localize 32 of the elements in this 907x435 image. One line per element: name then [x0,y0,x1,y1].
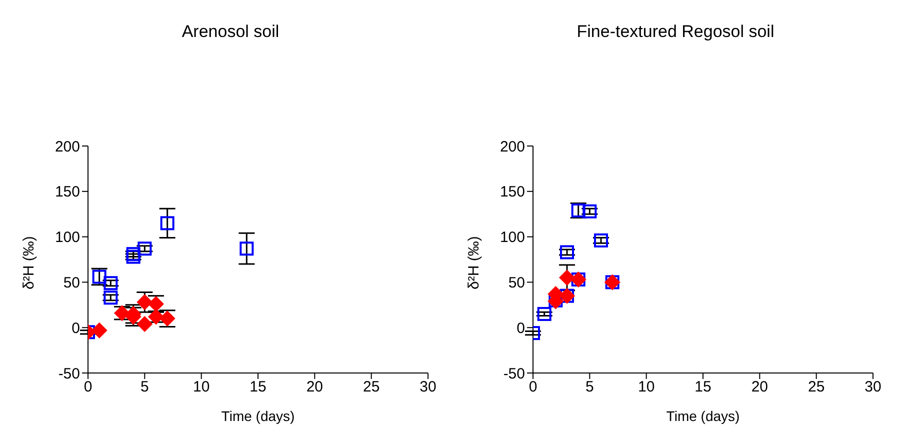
x-axis-title: Time (days) [221,408,295,424]
x-tick-label: 20 [306,378,324,396]
x-axis-title: Time (days) [666,408,740,424]
x-tick-label: 0 [84,378,92,396]
x-tick-label: 15 [250,378,266,396]
x-tick-label: 30 [420,378,436,396]
y-axis-title: δ²H (‰) [465,236,482,290]
y-axis-title: δ²H (‰) [20,236,38,290]
y-tick-label: 100 [500,229,525,246]
x-tick-label: 0 [528,378,538,396]
x-tick-label: 25 [362,378,380,396]
x-tick-label: 25 [808,378,825,396]
x-tick-label: 20 [751,378,768,396]
x-tick-label: 15 [694,378,712,396]
y-tick-label: -50 [503,365,525,382]
y-tick-label: -50 [58,365,80,382]
y-tick-label: 50 [63,274,80,292]
y-tick-label: 150 [54,184,80,201]
x-tick-label: 5 [140,378,149,396]
y-tick-label: 0 [516,320,525,337]
y-tick-label: 50 [508,274,525,292]
chart-title: Arenosol soil [180,22,280,42]
chart-title: Fine-textured Regosol soil [576,22,776,42]
y-tick-label: 200 [54,138,80,156]
y-tick-label: 0 [72,320,80,337]
x-tick-label: 5 [585,378,594,396]
x-tick-label: 30 [864,378,882,396]
y-tick-label: 150 [500,184,525,201]
x-tick-label: 10 [638,378,655,396]
x-tick-label: 10 [192,378,210,396]
y-tick-label: 200 [500,138,525,156]
y-tick-label: 100 [54,229,80,246]
